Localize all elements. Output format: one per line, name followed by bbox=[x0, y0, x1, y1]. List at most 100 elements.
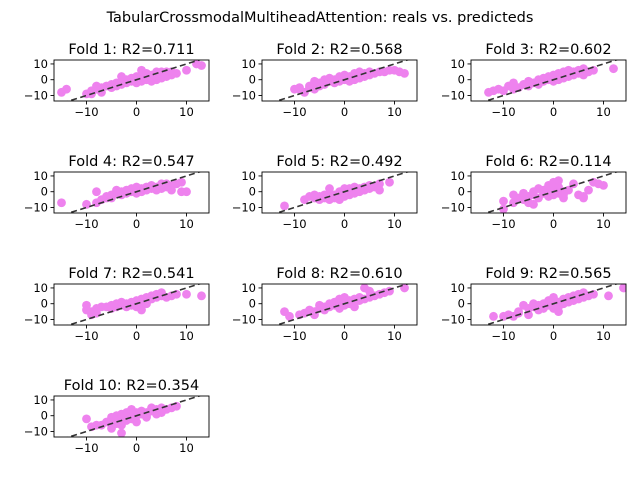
y-tick-label: 10 bbox=[33, 169, 48, 183]
x-tick-label: 0 bbox=[341, 105, 348, 119]
y-tick-label: 0 bbox=[41, 73, 48, 87]
data-point bbox=[182, 65, 191, 75]
x-tick-label: 10 bbox=[596, 329, 611, 343]
plot-area bbox=[274, 284, 410, 325]
data-point bbox=[489, 86, 498, 96]
y-tick-label: 0 bbox=[41, 409, 48, 423]
y-tick-label: 10 bbox=[33, 393, 48, 407]
axes-frame bbox=[261, 171, 418, 214]
data-point bbox=[489, 311, 498, 321]
x-tick-label: −10 bbox=[74, 441, 98, 455]
x-tick-label: −10 bbox=[74, 217, 98, 231]
reference-line bbox=[483, 60, 619, 101]
y-tick-label: −10 bbox=[24, 200, 48, 214]
plot-area bbox=[274, 172, 410, 213]
x-tick-label: 0 bbox=[550, 217, 557, 231]
x-tick-label: 10 bbox=[179, 217, 194, 231]
subplot-title: Fold 4: R2=0.547 bbox=[68, 154, 194, 170]
subplot-title: Fold 1: R2=0.711 bbox=[68, 42, 194, 58]
data-point bbox=[167, 185, 176, 195]
data-point bbox=[609, 64, 618, 74]
axes-frame bbox=[53, 59, 210, 102]
data-point bbox=[325, 184, 334, 193]
axes-frame bbox=[470, 171, 627, 214]
data-point bbox=[285, 311, 294, 321]
y-tick-label: 0 bbox=[249, 297, 256, 311]
y-tick-label: −10 bbox=[24, 312, 48, 326]
data-point bbox=[182, 187, 191, 197]
data-point bbox=[82, 414, 91, 424]
subplot-title: Fold 5: R2=0.492 bbox=[276, 154, 402, 170]
y-tick-label: −10 bbox=[24, 88, 48, 102]
y-tick-label: 10 bbox=[33, 57, 48, 71]
y-tick-label: −10 bbox=[232, 200, 256, 214]
data-point bbox=[554, 307, 563, 316]
y-tick-label: −10 bbox=[232, 88, 256, 102]
x-tick-label: −10 bbox=[282, 217, 306, 231]
x-tick-label: 10 bbox=[179, 329, 194, 343]
x-tick-label: 10 bbox=[387, 105, 402, 119]
axes-frame bbox=[470, 59, 627, 102]
data-point bbox=[197, 61, 206, 70]
y-tick-label: 10 bbox=[450, 57, 465, 71]
y-tick-label: 10 bbox=[450, 281, 465, 295]
data-point bbox=[559, 190, 568, 200]
x-tick-label: 10 bbox=[596, 217, 611, 231]
data-point bbox=[619, 284, 626, 293]
data-point bbox=[157, 179, 166, 189]
axes-frame bbox=[53, 283, 210, 326]
reference-line bbox=[274, 172, 410, 213]
x-tick-label: −10 bbox=[491, 329, 515, 343]
data-point bbox=[509, 84, 518, 94]
plot-area bbox=[274, 60, 410, 101]
y-tick-label: −10 bbox=[232, 312, 256, 326]
y-tick-label: 10 bbox=[241, 169, 256, 183]
data-point bbox=[335, 195, 344, 204]
reference-line bbox=[66, 284, 202, 325]
x-tick-label: 0 bbox=[550, 105, 557, 119]
x-tick-label: 0 bbox=[341, 217, 348, 231]
y-tick-label: −10 bbox=[441, 88, 465, 102]
subplot-title: Fold 3: R2=0.602 bbox=[485, 42, 611, 58]
x-tick-label: 10 bbox=[387, 329, 402, 343]
axes-frame bbox=[261, 59, 418, 102]
subplot-title: Fold 7: R2=0.541 bbox=[68, 266, 194, 282]
reference-line bbox=[274, 284, 410, 325]
plot-area bbox=[483, 172, 619, 213]
axes-frame bbox=[53, 395, 210, 438]
y-tick-label: 10 bbox=[33, 281, 48, 295]
plot-area bbox=[483, 60, 619, 101]
data-point bbox=[499, 196, 508, 206]
data-point bbox=[197, 291, 206, 301]
axes-frame bbox=[53, 171, 210, 214]
data-point bbox=[62, 84, 71, 94]
data-point bbox=[499, 204, 508, 213]
plot-area bbox=[483, 284, 626, 325]
x-tick-label: −10 bbox=[74, 329, 98, 343]
x-tick-label: 0 bbox=[133, 105, 140, 119]
data-point bbox=[177, 177, 186, 187]
axes-frame bbox=[470, 283, 627, 326]
data-point bbox=[137, 305, 146, 315]
x-tick-label: 10 bbox=[387, 217, 402, 231]
data-point bbox=[584, 185, 593, 195]
data-point bbox=[280, 201, 289, 211]
data-point bbox=[579, 193, 588, 203]
y-tick-label: 0 bbox=[249, 185, 256, 199]
y-tick-label: 0 bbox=[41, 185, 48, 199]
x-tick-label: 0 bbox=[341, 329, 348, 343]
y-tick-label: 10 bbox=[241, 57, 256, 71]
data-point bbox=[295, 83, 304, 92]
x-tick-label: 0 bbox=[550, 329, 557, 343]
plot-area bbox=[57, 60, 206, 101]
